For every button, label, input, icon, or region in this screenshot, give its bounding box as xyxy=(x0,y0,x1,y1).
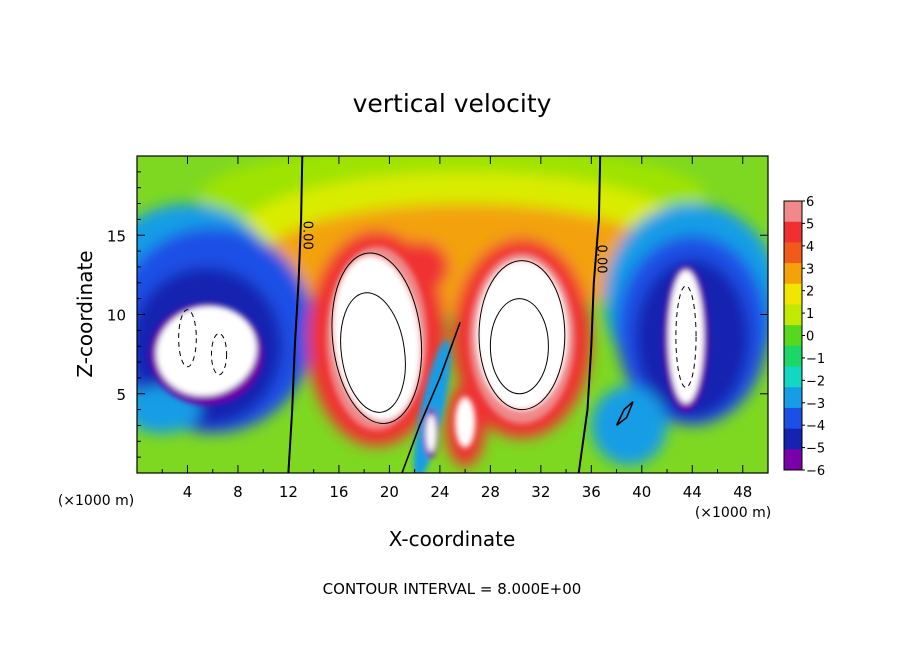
colorbar-tick-label: 5 xyxy=(806,217,814,232)
downdraft-shade xyxy=(591,385,668,466)
y-axis-label: Z-coordinate xyxy=(73,250,97,377)
x-tick-label: 28 xyxy=(481,483,500,501)
positive-contour xyxy=(489,298,549,395)
colorbar-tick-label: 0 xyxy=(806,330,814,345)
colorbar-segment xyxy=(784,304,802,326)
colorbar-tick-label: −4 xyxy=(806,419,825,434)
contour-interval-text: CONTOUR INTERVAL = 8.000E+00 xyxy=(323,580,582,598)
colorbar-tick-label: 1 xyxy=(806,307,814,322)
colorbar: 6 5 4 3 2 1 0 −1 −2 −3 −4 −5 −6 xyxy=(783,195,825,479)
negative-contour xyxy=(210,333,228,376)
colorbar-segment xyxy=(784,407,802,430)
downdraft-core xyxy=(156,306,257,396)
x-axis-label: X-coordinate xyxy=(389,527,516,551)
x-tick-label: 16 xyxy=(329,483,348,501)
zero-contour-label: 0.00 xyxy=(300,221,315,250)
y-tick-label: 10 xyxy=(107,307,126,325)
x-tick-label: 40 xyxy=(632,483,651,501)
updraft-core xyxy=(476,260,568,410)
colorbar-segment xyxy=(784,387,802,409)
colorbar-segment xyxy=(784,283,802,305)
colorbar-segment xyxy=(784,221,802,243)
colorbar-segment xyxy=(784,345,802,368)
zero-contour xyxy=(401,322,461,473)
x-tick-label: 36 xyxy=(582,483,601,501)
zero-contour xyxy=(615,401,634,427)
zero-contour xyxy=(577,156,602,473)
colorbar-segment xyxy=(784,428,802,450)
colorbar-segment xyxy=(784,325,802,347)
negative-contour xyxy=(178,309,197,368)
colorbar-tick-label: 2 xyxy=(806,285,814,300)
colorbar-segment xyxy=(784,366,802,388)
colorbar-tick-label: 4 xyxy=(806,240,814,255)
updraft-core xyxy=(455,396,476,448)
colorbar-tick-label: −1 xyxy=(806,352,825,367)
colorbar-tick-label: −3 xyxy=(806,397,825,412)
colorbar-segment xyxy=(784,449,802,471)
x-tick-label: 32 xyxy=(531,483,550,501)
x-tick-label: 44 xyxy=(683,483,702,501)
x-tick-label: 12 xyxy=(279,483,298,501)
x-unit-label-right: (×1000 m) xyxy=(695,505,771,521)
velocity-field-core xyxy=(149,246,709,473)
colorbar-tick-label: −5 xyxy=(806,442,825,457)
downdraft-core xyxy=(668,270,704,404)
colorbar-tick-label: 3 xyxy=(806,262,814,277)
negative-contour xyxy=(675,285,697,388)
y-axis: 5 10 15 xyxy=(107,171,768,458)
x-tick-label: 20 xyxy=(380,483,399,501)
plot-area: 0.00 0.00 xyxy=(137,156,768,473)
x-tick-label: 48 xyxy=(733,483,752,501)
zero-contour xyxy=(287,156,304,473)
contour-lines: 0.00 0.00 xyxy=(178,156,697,473)
positive-contour xyxy=(331,252,423,425)
x-tick-label: 8 xyxy=(233,483,243,501)
colorbar-segment xyxy=(784,263,802,285)
downdraft-channel-core xyxy=(425,414,437,453)
x-tick-label: 4 xyxy=(183,483,193,501)
y-tick-label: 5 xyxy=(116,386,126,404)
x-unit-label-left: (×1000 m) xyxy=(58,493,134,509)
colorbar-segment xyxy=(784,201,802,223)
chart-title: vertical velocity xyxy=(353,89,552,118)
x-tick-label: 24 xyxy=(430,483,449,501)
colorbar-segment xyxy=(784,242,802,264)
x-axis: 4 8 12 16 20 24 28 32 36 40 44 48 xyxy=(161,156,769,501)
positive-contour xyxy=(478,260,566,411)
colorbar-tick-label: −2 xyxy=(806,374,825,389)
zero-contour-label: 0.00 xyxy=(594,245,609,274)
positive-contour xyxy=(340,292,406,413)
colorbar-tick-label: 6 xyxy=(806,195,814,210)
colorbar-tick-label: −6 xyxy=(806,464,825,479)
y-tick-label: 15 xyxy=(107,227,126,245)
